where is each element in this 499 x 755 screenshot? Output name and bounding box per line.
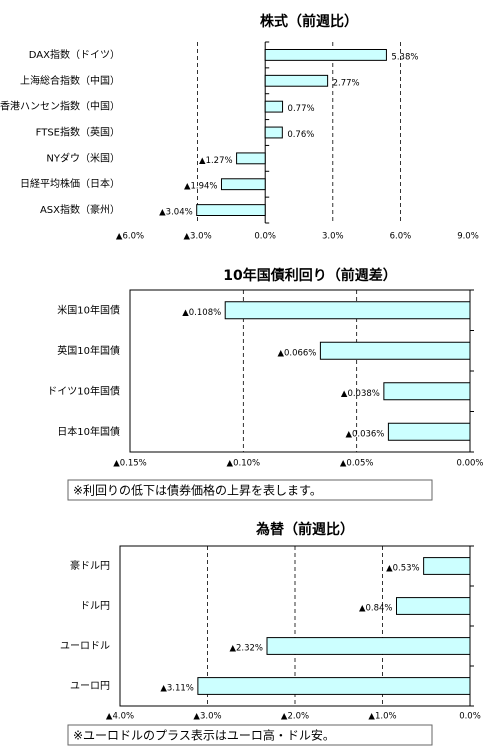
category-label: 英国10年国債 [57,344,120,357]
category-label: 日経平均株価（日本） [20,177,120,190]
bar [264,126,283,139]
value-label: ▲3.11% [160,684,194,694]
x-tick-label: ▲1.0% [368,712,396,722]
bar [264,100,284,113]
category-label: 豪ドル円 [70,559,110,572]
bar [264,74,329,87]
value-label: ▲0.53% [386,564,420,574]
category-label: 香港ハンセン指数（中国） [0,100,120,113]
x-tick-label: ▲0.05% [340,459,374,469]
x-tick-label: ▲4.0% [106,712,134,722]
value-label: ▲0.036% [345,429,384,439]
x-tick-label: 3.0% [322,232,344,242]
category-label: DAX指数（ドイツ） [29,48,120,61]
category-label: ユーロドル [60,641,110,652]
bar [387,422,471,441]
value-label: ▲1.94% [184,182,218,192]
category-label: 上海総合指数（中国） [20,74,120,87]
note: ※利回りの低下は債券価格の上昇を表します。 [73,483,322,498]
bar [220,178,266,191]
value-label: 0.76% [287,130,314,140]
bar [197,677,471,695]
note-box [67,479,433,501]
note: ※ユーロドルのプラス表示はユーロ高・ドル安。 [73,728,335,743]
x-tick-label: 9.0% [457,232,479,242]
x-tick-label: 0.00% [456,459,483,469]
bar [196,204,266,217]
x-tick-label: 0.0% [254,232,276,242]
x-tick-label: ▲6.0% [116,232,144,242]
chart-title: 為替（前週比） [255,521,354,538]
category-label: FTSE指数（英国） [36,126,120,139]
category-label: ドル円 [80,601,110,612]
category-label: NYダウ（米国） [46,151,120,164]
value-label: 5.38% [391,52,418,62]
note-box [67,724,433,746]
value-label: ▲2.32% [229,644,263,654]
category-label: 米国10年国債 [57,303,120,316]
x-tick-label: ▲3.0% [193,712,221,722]
x-tick-label: ▲0.15% [113,459,147,469]
value-label: ▲3.04% [159,208,193,218]
x-tick-label: ▲0.10% [227,459,261,469]
bar [319,341,471,360]
value-label: ▲0.066% [277,348,316,358]
x-tick-label: 0.0% [459,712,481,722]
category-label: ドイツ10年国債 [47,384,120,397]
bar [383,382,471,401]
value-label: ▲0.038% [341,389,380,399]
chart-title: 10年国債利回り（前週差） [223,267,396,284]
category-label: ASX指数（豪州） [40,203,120,216]
value-label: ▲0.108% [182,308,221,318]
x-tick-label: ▲2.0% [281,712,309,722]
bar [396,597,471,615]
category-label: ユーロ円 [70,681,110,692]
bar [423,557,471,575]
value-label: 2.77% [333,78,360,88]
bar [266,637,471,655]
chart-title: 株式（前週比） [260,13,358,30]
x-tick-label: 6.0% [390,232,412,242]
bar [236,152,266,165]
value-label: 0.77% [288,104,315,114]
bar [264,48,387,61]
x-tick-label: ▲3.0% [184,232,212,242]
value-label: ▲0.84% [359,604,393,614]
bar [224,301,471,320]
category-label: 日本10年国債 [57,425,120,438]
value-label: ▲1.27% [199,156,233,166]
